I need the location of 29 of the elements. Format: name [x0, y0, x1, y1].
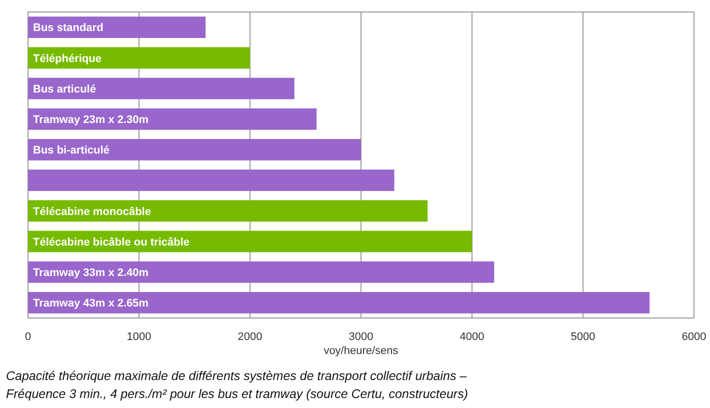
bar	[28, 200, 428, 222]
bar	[28, 230, 472, 252]
y-tick-label: Tramway 23m x 2.30m	[33, 114, 149, 126]
bar	[28, 138, 361, 160]
x-tick-label: 4000	[460, 330, 484, 343]
text: Capacité théorique maximale de différents systèmes de transport collectif urbains –	[6, 369, 468, 383]
bar	[28, 78, 294, 100]
bar	[28, 261, 494, 283]
x-tick-label: 5000	[570, 330, 596, 343]
y-tick-label: Télécabine monocâble	[33, 206, 151, 218]
x-tick-label: 2000	[238, 330, 262, 343]
bar	[28, 108, 317, 130]
bar	[28, 16, 206, 38]
bar	[28, 170, 394, 192]
bar	[28, 292, 650, 314]
y-tick-label: Télécabine bicâble ou tricâble	[33, 236, 190, 248]
y-tick-label: Bus articulé	[33, 83, 96, 96]
y-tick-label: Téléphérique	[33, 52, 102, 65]
y-tick-label: Bus bi-articulé	[33, 144, 110, 157]
text: Fréquence 3 min., 4 pers./m² pour les bus et tramway (source Certu, constructeurs)	[6, 387, 468, 401]
x-tick-label: 6000	[682, 330, 706, 343]
y-tick-label: Bus standard	[33, 22, 104, 34]
bar	[28, 47, 250, 69]
x-tick-label: 3000	[348, 330, 374, 343]
y-tick-label: Tramway 43m x 2.65m	[33, 298, 149, 310]
y-tick-label: Tramway 33m x 2.40m	[33, 266, 149, 279]
x-tick-label: 1000	[126, 330, 152, 343]
x-axis-title: voy/heure/sens	[324, 345, 399, 357]
x-tick-label: 0	[24, 330, 32, 343]
